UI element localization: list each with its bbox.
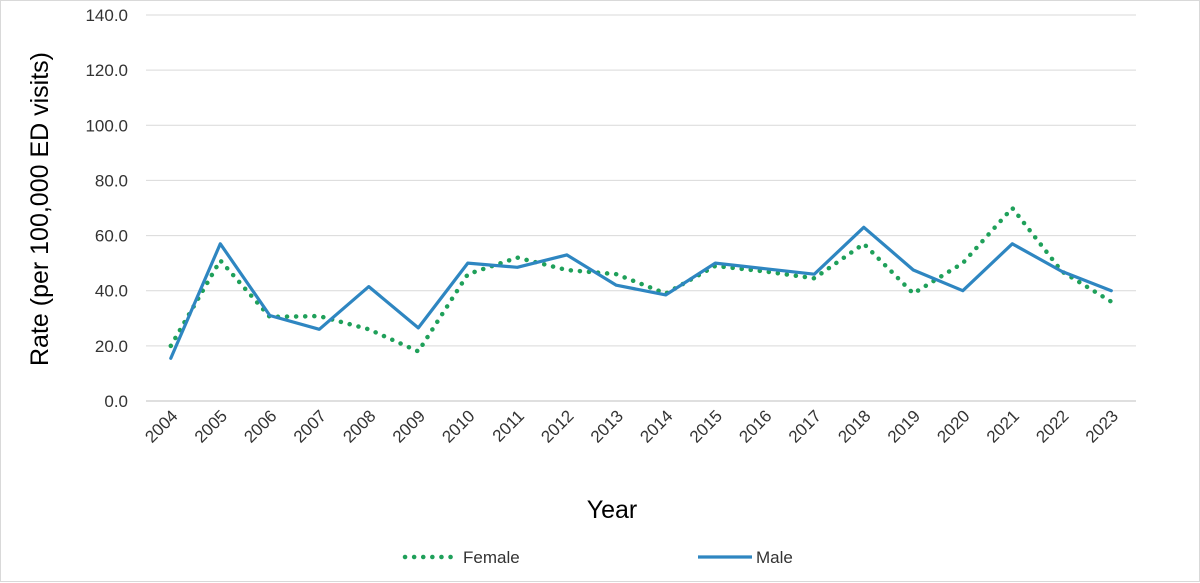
legend-male-label: Male <box>756 548 793 567</box>
x-tick-label: 2005 <box>191 406 231 446</box>
y-axis-ticks: 0.0 20.0 40.0 60.0 80.0 100.0 120.0 140.0 <box>85 6 128 411</box>
legend-female-label: Female <box>463 548 520 567</box>
y-tick-label: 120.0 <box>85 61 128 80</box>
x-tick-label: 2013 <box>587 406 627 446</box>
y-tick-label: 100.0 <box>85 116 128 135</box>
y-tick-label: 0.0 <box>104 392 128 411</box>
x-tick-label: 2021 <box>983 406 1023 446</box>
x-tick-label: 2009 <box>389 406 429 446</box>
gridlines <box>146 14 1136 347</box>
x-axis-ticks: 2004 2005 2006 2007 2008 2009 2010 2011 2012 2013… <box>141 406 1122 446</box>
x-tick-label: 2014 <box>636 406 676 446</box>
y-tick-label: 20.0 <box>95 337 128 356</box>
x-tick-label: 2004 <box>141 406 181 446</box>
y-tick-label: 140.0 <box>85 6 128 25</box>
x-tick-label: 2006 <box>240 406 280 446</box>
legend: Female Male <box>402 548 793 567</box>
y-axis-title: Rate (per 100,000 ED visits) <box>26 52 54 366</box>
x-axis-title: Year <box>587 496 638 524</box>
x-tick-label: 2023 <box>1082 406 1122 446</box>
series-line-female <box>168 205 1114 354</box>
y-tick-label: 40.0 <box>95 282 128 301</box>
x-tick-label: 2018 <box>834 406 874 446</box>
x-tick-label: 2011 <box>489 406 528 445</box>
x-tick-label: 2016 <box>735 406 775 446</box>
x-tick-label: 2020 <box>933 406 973 446</box>
x-tick-label: 2017 <box>785 406 825 446</box>
x-tick-label: 2022 <box>1032 406 1072 446</box>
x-tick-label: 2010 <box>438 406 478 446</box>
y-tick-label: 80.0 <box>95 171 128 190</box>
x-tick-label: 2012 <box>537 406 577 446</box>
x-tick-label: 2007 <box>290 406 330 446</box>
series-line-male <box>169 225 1113 360</box>
x-tick-label: 2015 <box>686 406 726 446</box>
series-lines <box>168 205 1114 360</box>
x-tick-label: 2008 <box>339 406 379 446</box>
x-tick-label: 2019 <box>884 406 924 446</box>
y-tick-label: 60.0 <box>95 227 128 246</box>
